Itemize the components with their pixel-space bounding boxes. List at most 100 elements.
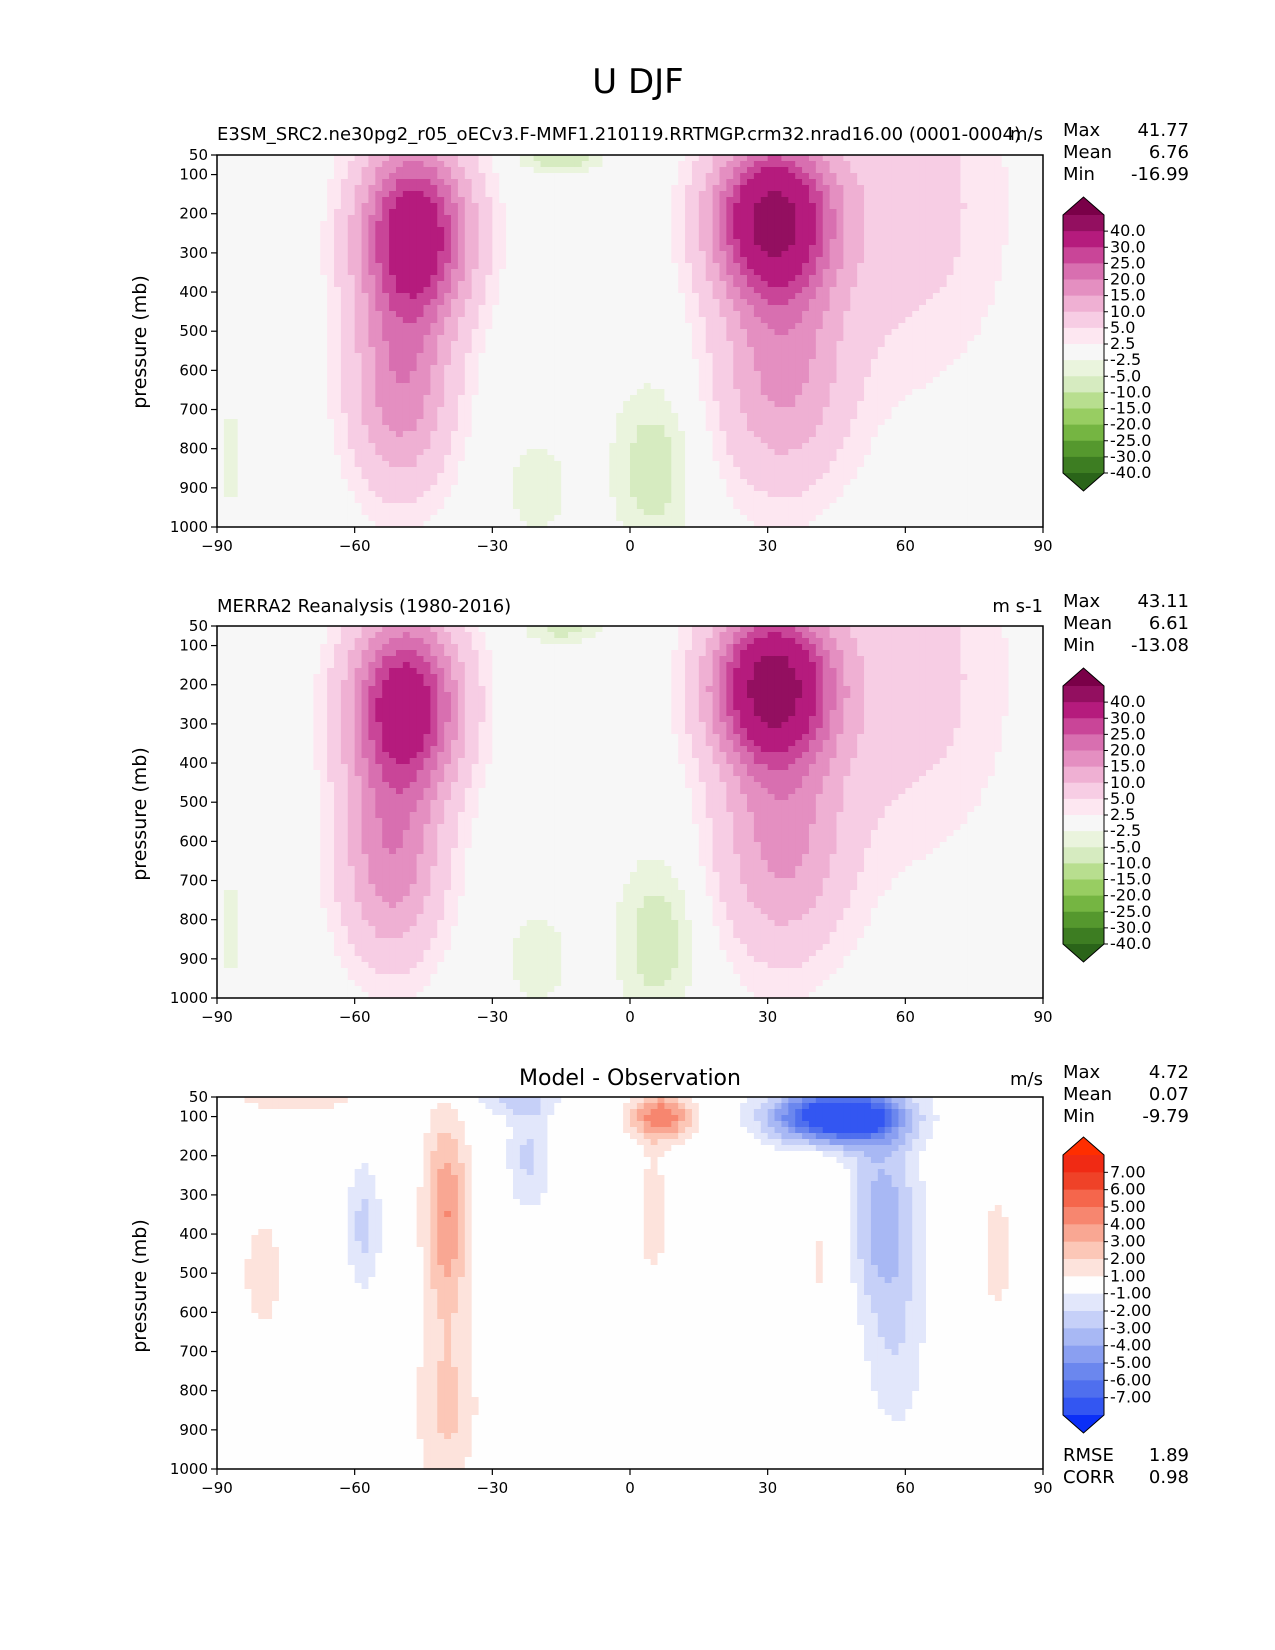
contour-cell — [313, 185, 321, 192]
contour-cell — [540, 275, 548, 282]
contour-cell — [416, 383, 425, 390]
contour-cell — [499, 191, 507, 198]
contour-cell — [492, 371, 500, 378]
contour-cell — [512, 359, 521, 366]
contour-cell — [919, 245, 927, 252]
contour-cell — [1001, 395, 1010, 402]
contour-cell — [774, 365, 783, 372]
contour-cell — [1001, 365, 1010, 372]
contour-cell — [1001, 353, 1010, 360]
contour-cell — [299, 227, 308, 234]
contour-cell — [781, 383, 789, 390]
contour-cell — [320, 317, 328, 324]
contour-cell — [760, 395, 769, 402]
contour-cell — [306, 401, 314, 408]
contour-cell — [547, 311, 555, 318]
contour-cell — [623, 329, 631, 336]
contour-cell — [512, 245, 521, 252]
contour-cell — [485, 221, 493, 228]
contour-cell — [664, 305, 672, 312]
contour-cell — [630, 191, 638, 198]
contour-cell — [857, 161, 865, 168]
contour-cell — [265, 215, 273, 222]
contour-cell — [602, 245, 610, 252]
contour-cell — [574, 317, 583, 324]
contour-cell — [760, 365, 769, 372]
contour-cell — [967, 359, 975, 366]
contour-cell — [657, 401, 666, 408]
contour-cell — [767, 263, 776, 270]
contour-cell — [547, 233, 555, 240]
contour-cell — [905, 227, 913, 234]
contour-cell — [836, 269, 844, 276]
contour-cell — [802, 317, 810, 324]
contour-cell — [740, 233, 748, 240]
contour-cell — [643, 335, 652, 342]
contour-cell — [574, 263, 583, 270]
contour-cell — [698, 179, 707, 186]
contour-cell — [884, 281, 893, 288]
contour-cell — [712, 167, 721, 174]
contour-cell — [767, 323, 776, 330]
contour-cell — [368, 305, 376, 312]
contour-cell — [685, 263, 693, 270]
contour-cell — [402, 155, 411, 162]
contour-cell — [554, 275, 562, 282]
contour-cell — [1036, 233, 1044, 240]
contour-cell — [430, 215, 438, 222]
contour-cell — [898, 233, 906, 240]
contour-cell — [533, 197, 542, 204]
contour-cell — [864, 197, 872, 204]
contour-cell — [946, 383, 955, 390]
contour-cell — [691, 281, 700, 288]
contour-cell — [588, 377, 597, 384]
contour-cell — [258, 227, 266, 234]
contour-cell — [981, 383, 989, 390]
contour-cell — [251, 347, 259, 354]
contour-cell — [299, 215, 308, 222]
contour-cell — [540, 293, 548, 300]
contour-cell — [402, 239, 411, 246]
contour-cell — [760, 233, 769, 240]
contour-cell — [1029, 377, 1037, 384]
contour-cell — [471, 197, 480, 204]
contour-cell — [299, 365, 308, 372]
contour-cell — [726, 323, 734, 330]
contour-cell — [925, 371, 934, 378]
contour-cell — [870, 239, 879, 246]
contour-cell — [272, 203, 280, 210]
contour-cell — [230, 341, 239, 348]
contour-cell — [857, 155, 865, 162]
contour-cell — [506, 401, 514, 408]
contour-cell — [946, 221, 955, 228]
contour-cell — [217, 167, 225, 174]
contour-cell — [581, 209, 590, 216]
contour-cell — [705, 275, 714, 282]
contour-cell — [554, 161, 562, 168]
contour-cell — [994, 365, 1003, 372]
contour-cell — [974, 275, 982, 282]
contour-cell — [347, 323, 356, 330]
contour-cell — [671, 161, 679, 168]
contour-cell — [1022, 341, 1030, 348]
contour-cell — [395, 275, 404, 282]
contour-cell — [726, 389, 734, 396]
contour-cell — [719, 209, 727, 216]
contour-cell — [457, 389, 466, 396]
contour-cell — [457, 245, 466, 252]
contour-cell — [217, 215, 225, 222]
contour-cell — [802, 191, 810, 198]
contour-cell — [375, 257, 383, 264]
contour-cell — [891, 275, 900, 282]
contour-cell — [395, 329, 404, 336]
contour-cell — [905, 263, 913, 270]
contour-cell — [423, 203, 431, 210]
contour-cell — [588, 203, 597, 210]
contour-cell — [733, 383, 741, 390]
contour-cell — [423, 185, 431, 192]
contour-cell — [354, 341, 363, 348]
contour-cell — [671, 365, 679, 372]
contour-cell — [237, 203, 246, 210]
contour-cell — [822, 191, 831, 198]
contour-cell — [368, 233, 376, 240]
